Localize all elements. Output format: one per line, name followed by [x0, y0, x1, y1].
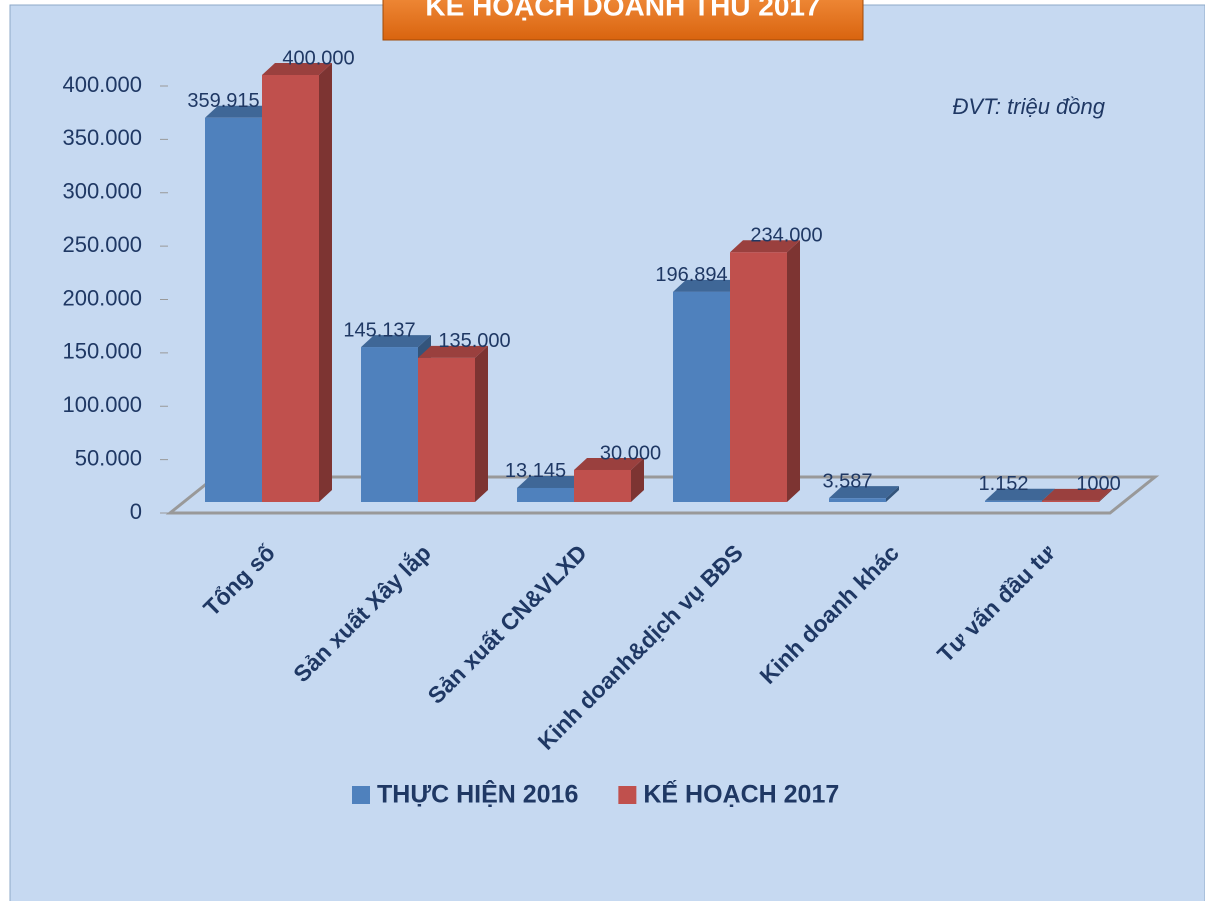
legend-swatch — [618, 786, 637, 804]
bar-front — [418, 357, 475, 502]
bar-top — [829, 486, 899, 499]
legend-label: THỰC HIỆN 2016 — [377, 779, 578, 809]
bar-front — [574, 469, 631, 502]
y-tick-label: 250.000 — [62, 232, 142, 257]
bar-top — [574, 457, 644, 470]
y-tick-label: 150.000 — [62, 339, 142, 364]
legend-swatch — [352, 786, 370, 804]
bar-top — [262, 63, 332, 75]
y-tick-label: 50.000 — [75, 445, 142, 470]
bar — [1042, 488, 1112, 502]
y-tick-label: 100.000 — [62, 392, 142, 417]
bar-top — [730, 240, 800, 253]
bar-front — [205, 117, 262, 502]
bar-front — [673, 291, 730, 502]
title-box — [382, 0, 864, 41]
bar-front — [1042, 500, 1099, 502]
bar-side — [319, 63, 332, 502]
data-label: 234.000 — [750, 224, 822, 246]
bar — [829, 486, 899, 502]
bar-side — [475, 345, 488, 502]
data-label: 1000 — [1076, 473, 1121, 495]
bar-side — [631, 457, 644, 502]
bar-top — [517, 475, 587, 488]
data-label: 1.152 — [978, 473, 1028, 495]
bar-side — [886, 486, 899, 502]
data-label: 359.915 — [187, 90, 259, 112]
y-tick-label: 350.000 — [62, 125, 142, 150]
bar-front — [829, 498, 886, 502]
bar-front — [262, 75, 319, 502]
bar-top — [1042, 488, 1112, 501]
data-label: 135.000 — [438, 330, 510, 352]
data-label: 13.145 — [505, 460, 566, 482]
bar-top — [418, 345, 488, 358]
bar-top — [985, 488, 1055, 501]
bar-side — [1099, 488, 1112, 502]
bar-front — [730, 252, 787, 502]
data-label: 400.000 — [282, 47, 354, 69]
chart-title: KẾ HOẠCH DOANH THU 2017 — [425, 0, 820, 21]
bar-top — [673, 279, 743, 292]
y-tick-label: 200.000 — [62, 285, 142, 310]
bar — [418, 345, 488, 502]
bar-top — [205, 105, 275, 118]
bar-top — [361, 335, 431, 348]
data-label: 3.587 — [822, 470, 872, 492]
annotation: ĐVT: triệu đồng — [953, 94, 1106, 119]
data-label: 196.894 — [655, 264, 727, 286]
bar-side — [787, 240, 800, 502]
bar-front — [985, 500, 1042, 502]
bar — [730, 240, 800, 502]
bar-front — [361, 347, 418, 502]
y-tick-label: 300.000 — [62, 179, 142, 204]
bar — [262, 63, 332, 502]
bar-front — [517, 487, 574, 502]
bar — [574, 457, 644, 502]
data-label: 145.137 — [343, 319, 415, 341]
y-tick-label: 400.000 — [62, 72, 142, 97]
y-tick-label: 0 — [130, 499, 142, 524]
data-label: 30.000 — [600, 442, 661, 464]
legend-label: KẾ HOẠCH 2017 — [643, 780, 839, 809]
